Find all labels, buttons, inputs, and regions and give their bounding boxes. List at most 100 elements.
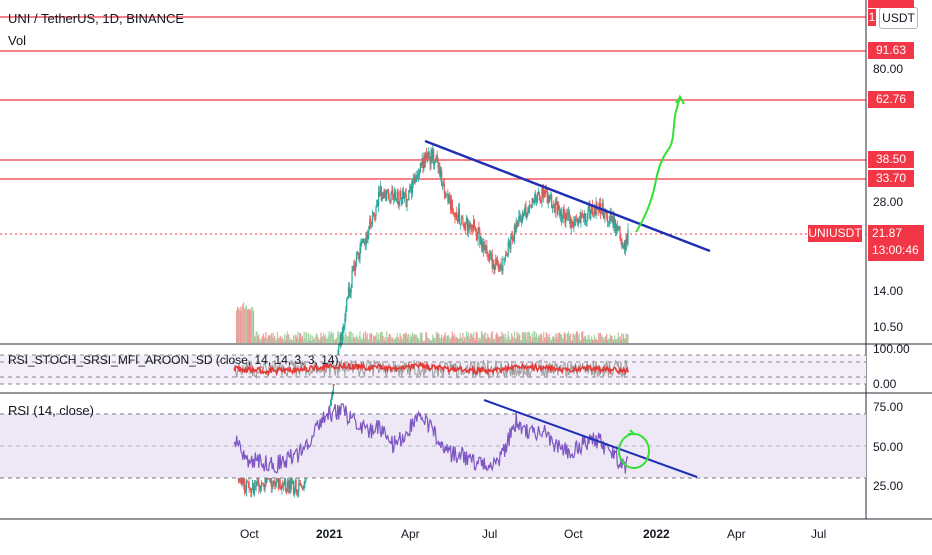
candle xyxy=(586,221,587,222)
candle xyxy=(437,160,438,168)
candle xyxy=(608,222,609,223)
candle xyxy=(585,213,586,221)
time-label-2021: 2021 xyxy=(316,527,343,541)
price-pane[interactable] xyxy=(0,0,866,345)
candle xyxy=(372,216,373,224)
candle xyxy=(395,192,396,200)
time-label-apr-2021: Apr xyxy=(401,527,420,541)
candle xyxy=(347,298,348,299)
candle xyxy=(285,480,286,491)
candle xyxy=(562,218,563,220)
time-label-jul-2022: Jul xyxy=(811,527,826,541)
candle xyxy=(513,239,514,241)
candle xyxy=(248,483,249,488)
candle xyxy=(351,287,352,293)
rsi-axis-75: 75.00 xyxy=(873,400,903,414)
candle xyxy=(301,486,302,487)
candle xyxy=(342,333,343,342)
candle xyxy=(345,311,346,317)
candle xyxy=(358,253,359,259)
candle xyxy=(573,221,574,227)
candle xyxy=(489,255,490,259)
candle xyxy=(370,219,371,222)
time-label-oct-2021: Oct xyxy=(564,527,583,541)
candle xyxy=(607,215,608,222)
candle xyxy=(495,259,496,266)
candle xyxy=(502,259,503,271)
price-axis-label-28: 28.00 xyxy=(873,195,903,209)
candle xyxy=(389,199,390,200)
candle xyxy=(412,182,413,193)
indicator-title[interactable]: RSI_STOCH_SRSI_MFI_AROON_SD (close, 14, … xyxy=(8,353,339,367)
bar-countdown: 13:00:46 xyxy=(872,242,924,259)
candle xyxy=(536,200,537,202)
candle xyxy=(487,252,488,254)
candle xyxy=(459,209,460,224)
candle xyxy=(461,219,462,224)
candle xyxy=(501,264,502,269)
candle xyxy=(246,481,247,490)
candle xyxy=(558,205,559,210)
candle xyxy=(474,220,475,227)
candle xyxy=(571,220,572,223)
candle xyxy=(245,491,246,493)
candle xyxy=(555,204,556,212)
candle xyxy=(508,242,509,255)
rsi-pane[interactable] xyxy=(0,400,866,478)
candle xyxy=(343,325,344,327)
candle xyxy=(441,171,442,186)
candle xyxy=(549,196,550,201)
candle xyxy=(452,200,453,210)
candle xyxy=(590,211,591,219)
volume-label: Vol xyxy=(8,33,26,48)
candle xyxy=(260,486,261,489)
candle xyxy=(527,213,528,216)
candle xyxy=(551,195,552,208)
candle xyxy=(251,488,252,492)
candle xyxy=(383,191,384,197)
candle xyxy=(408,190,409,200)
candle xyxy=(280,479,281,486)
candle xyxy=(453,209,454,213)
candle xyxy=(581,214,582,215)
price-tag-33: 33.70 xyxy=(868,170,914,187)
currency-button[interactable]: USDT xyxy=(879,7,918,29)
candle xyxy=(627,229,628,243)
candle xyxy=(528,209,529,213)
time-label-apr-2022: Apr xyxy=(727,527,746,541)
candle xyxy=(276,479,277,482)
candle xyxy=(429,152,430,159)
time-label-oct-2020: Oct xyxy=(240,527,259,541)
candle xyxy=(283,485,284,486)
rsi-title[interactable]: RSI (14, close) xyxy=(8,403,94,418)
candle xyxy=(540,196,541,200)
candle xyxy=(355,262,356,270)
candle xyxy=(275,482,276,486)
candle xyxy=(453,213,454,216)
candle xyxy=(444,184,445,194)
price-tag-top-partial: 1 xyxy=(868,9,876,26)
candle xyxy=(405,193,406,194)
candle xyxy=(456,212,457,218)
candle xyxy=(367,235,368,239)
candle xyxy=(296,480,297,490)
candle xyxy=(359,258,360,259)
candle xyxy=(296,490,297,492)
current-price-box: 21.87 13:00:46 xyxy=(868,225,924,261)
price-tag-38: 38.50 xyxy=(868,151,914,168)
candle xyxy=(374,213,375,215)
indicator-axis-100: 100.00 xyxy=(873,342,910,356)
candle xyxy=(533,200,534,203)
candle xyxy=(433,150,434,165)
candle xyxy=(406,200,407,207)
candle xyxy=(476,229,477,237)
candle xyxy=(413,179,414,182)
candle xyxy=(330,400,331,405)
candle xyxy=(619,226,620,238)
candle xyxy=(344,318,345,325)
candle xyxy=(437,155,438,160)
candle xyxy=(504,258,505,260)
current-price: 21.87 xyxy=(872,225,924,242)
